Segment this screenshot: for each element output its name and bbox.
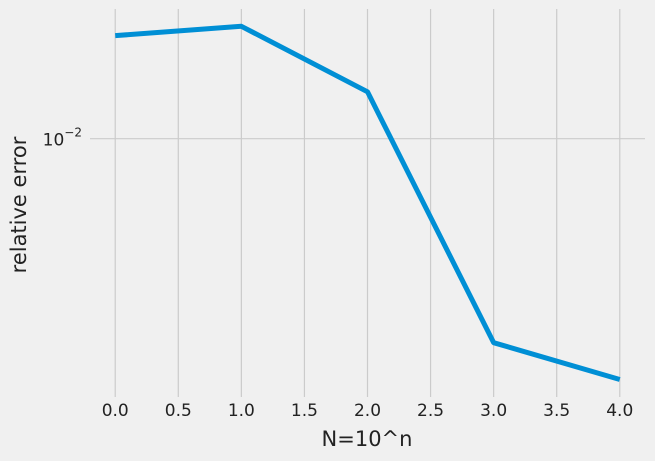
x-tick-label: 3.0 (480, 401, 507, 421)
x-axis-label: N=10^n (322, 427, 413, 451)
x-tick-label: 1.5 (291, 401, 318, 421)
y-tick-exponent: −2 (64, 125, 82, 139)
y-tick-label: 10−2 (43, 125, 82, 151)
x-tick-label: 3.5 (543, 401, 570, 421)
x-tick-label: 0.5 (165, 401, 192, 421)
line (115, 23, 621, 382)
x-tick-label: 2.5 (417, 401, 444, 421)
y-tick-base: 10 (43, 131, 65, 151)
y-axis-label: relative error (7, 136, 31, 273)
x-tick-label: 1.0 (228, 401, 255, 421)
x-tick-label: 4.0 (606, 401, 633, 421)
x-tick-label: 2.0 (354, 401, 381, 421)
x-tick-label: 0.0 (102, 401, 129, 421)
